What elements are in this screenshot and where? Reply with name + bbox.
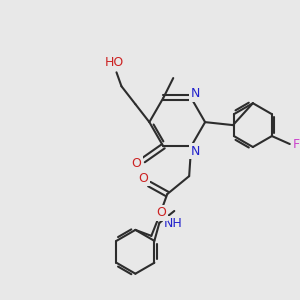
Text: O: O [156, 206, 166, 220]
Text: HO: HO [105, 56, 124, 69]
Text: F: F [293, 137, 300, 151]
Text: O: O [138, 172, 148, 184]
Text: O: O [131, 157, 141, 170]
Text: NH: NH [164, 218, 183, 230]
Text: N: N [190, 88, 200, 100]
Text: N: N [190, 145, 200, 158]
